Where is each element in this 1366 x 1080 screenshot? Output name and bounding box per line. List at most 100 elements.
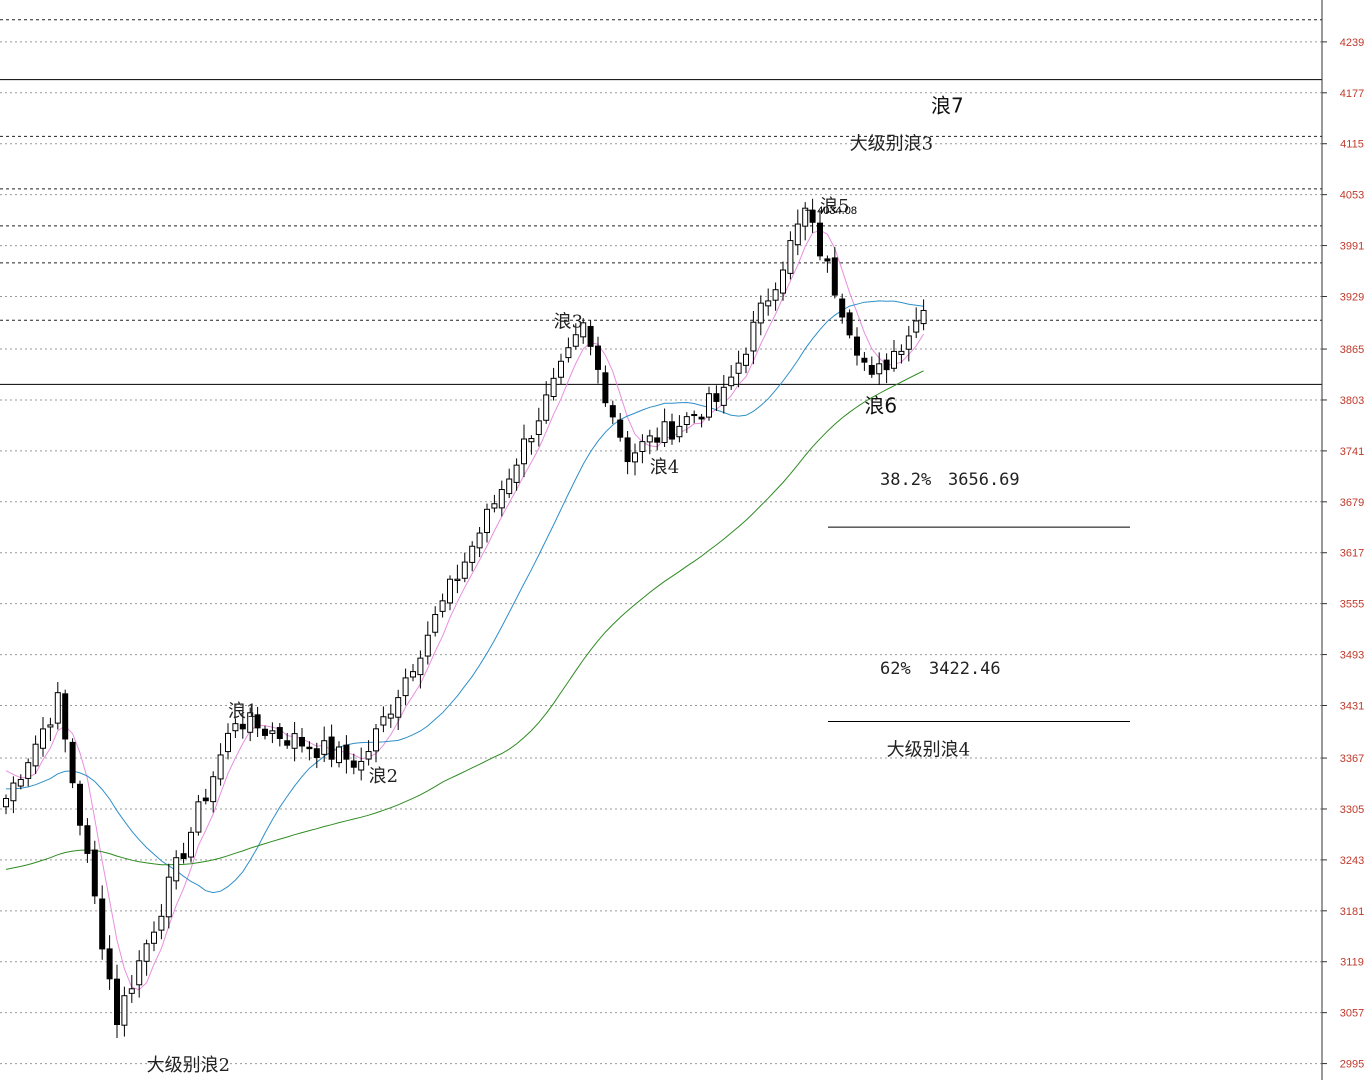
wave-label: 浪4	[650, 457, 679, 478]
price-tick-label: 3865	[1340, 344, 1364, 356]
candle-body	[395, 697, 402, 718]
candle-body	[498, 489, 505, 509]
candle-body	[91, 849, 98, 897]
price-tick-label: 4115	[1340, 139, 1364, 151]
candle-body	[639, 441, 646, 452]
candle-body	[543, 394, 550, 421]
price-tick-label: 3057	[1340, 1008, 1364, 1020]
candle-body	[291, 733, 298, 749]
candle-body	[365, 751, 372, 760]
candle-body	[558, 360, 564, 378]
candle-body	[432, 614, 439, 633]
candle-body	[580, 322, 587, 338]
candle-body	[180, 853, 187, 860]
candle-body	[876, 363, 883, 375]
wave-label: 浪3	[554, 312, 583, 333]
candle-body	[262, 728, 268, 736]
candle-body	[410, 671, 416, 678]
price-tick-label: 3181	[1340, 906, 1364, 918]
peak-marker: 4034.08	[805, 205, 857, 217]
candle-body	[535, 420, 542, 435]
candle-body	[676, 425, 683, 438]
candle-body	[387, 713, 394, 719]
candle-body	[854, 336, 860, 356]
candle-body	[447, 578, 453, 604]
candle-body	[513, 464, 520, 483]
candle-body	[772, 289, 779, 301]
ma-mid-line	[5, 300, 924, 894]
candle-body	[373, 728, 379, 752]
candle-body	[743, 353, 749, 366]
ma-short-line	[5, 229, 925, 991]
candle-body	[188, 831, 194, 858]
candle-body	[343, 744, 350, 760]
candle-body	[321, 740, 328, 755]
candle-body	[624, 437, 631, 463]
price-tick-label: 3119	[1340, 957, 1364, 969]
candle-body	[202, 797, 209, 802]
candle-body	[358, 760, 365, 771]
candle-body	[595, 345, 601, 370]
price-tick-label: 3803	[1340, 395, 1364, 407]
candle-body	[350, 760, 357, 768]
candle-body	[846, 312, 853, 336]
candle-body	[424, 634, 431, 657]
candle-body	[439, 600, 446, 612]
wave-label: 大级别浪4	[887, 740, 970, 761]
price-tick-label: 3305	[1340, 804, 1364, 816]
candle-body	[757, 302, 764, 324]
candle-body	[225, 732, 231, 753]
wave-label: 浪6	[864, 393, 897, 417]
candle-body	[787, 240, 794, 274]
candle-body	[47, 724, 54, 728]
candle-body	[713, 393, 720, 402]
candle-body	[891, 350, 897, 369]
candle-body	[136, 960, 143, 986]
wave-label: 大级别浪3	[850, 133, 933, 154]
wave-label: 大级别浪2	[147, 1055, 230, 1076]
price-tick-label: 4239	[1340, 37, 1364, 49]
candle-body	[572, 334, 579, 347]
candle-body	[802, 207, 809, 227]
wave-labels: 浪1 浪2 浪3 浪4 浪5 浪6 浪7 大级别浪2 大级别浪3 大级别浪4	[147, 94, 970, 1076]
candle-body	[143, 943, 150, 962]
price-tick-label: 4177	[1340, 88, 1364, 100]
peak-value-label: 4034.08	[817, 205, 857, 217]
candle-body	[128, 988, 135, 994]
candle-body	[158, 915, 165, 931]
candle-body	[328, 736, 335, 760]
candle-body	[62, 693, 69, 740]
candle-body	[165, 876, 172, 918]
candle-body	[654, 437, 661, 443]
candle-body	[521, 438, 527, 465]
price-tick-label: 3493	[1340, 650, 1364, 662]
candle-body	[817, 222, 823, 257]
price-tick-label: 3367	[1340, 753, 1364, 765]
candle-body	[151, 931, 157, 944]
candle-body	[609, 405, 616, 418]
candle-body	[839, 298, 846, 318]
candle-body	[210, 776, 217, 803]
candle-body	[17, 778, 24, 787]
candle-body	[898, 350, 905, 355]
candle-body	[54, 692, 61, 724]
price-tick-label: 3679	[1340, 497, 1364, 509]
candle-body	[484, 508, 490, 533]
candle-body	[602, 372, 609, 404]
candle-body	[476, 532, 483, 549]
candle-body	[10, 782, 17, 802]
candle-body	[920, 309, 927, 325]
moving-averages	[5, 229, 925, 991]
candle-body	[780, 269, 786, 294]
candle-body	[550, 377, 557, 397]
price-tick-labels: 4239 4177 4115 4053 3991 3929 3865 3803 3741 3679…	[1322, 37, 1364, 1071]
candle-body	[313, 748, 320, 759]
candle-body	[402, 677, 409, 697]
candle-body	[454, 578, 461, 581]
candle-body	[32, 743, 39, 767]
candle-body	[417, 657, 424, 676]
candle-body	[3, 798, 9, 808]
candle-body	[506, 478, 513, 495]
candle-body	[114, 978, 120, 1025]
